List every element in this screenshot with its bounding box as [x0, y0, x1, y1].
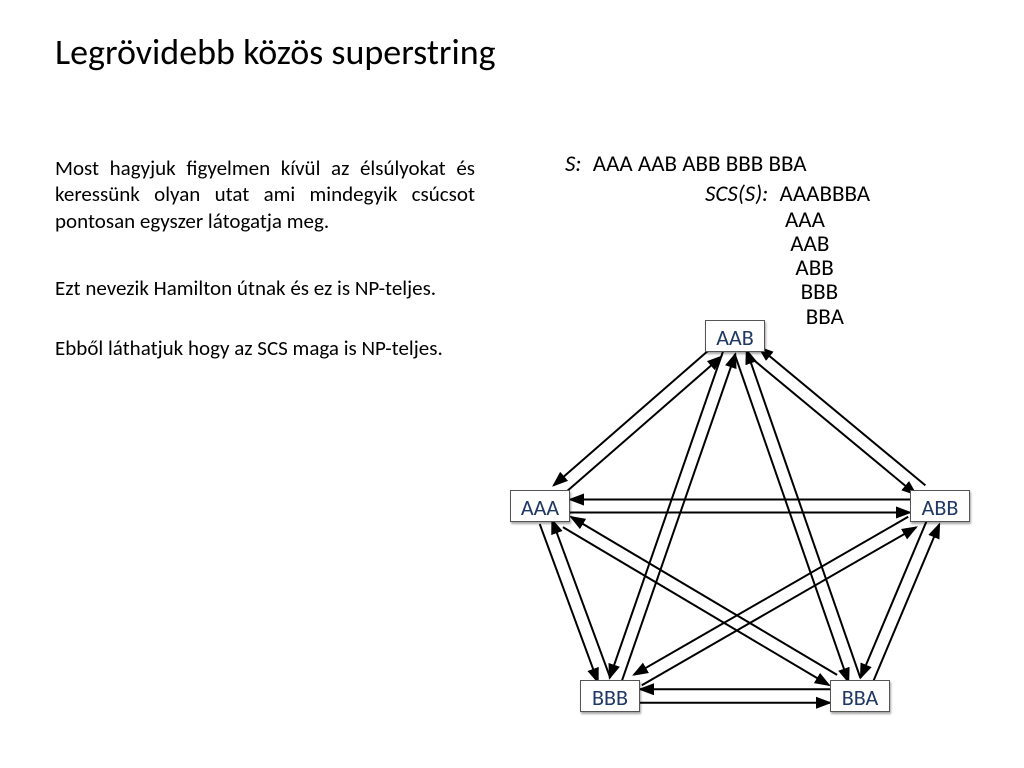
edge-AAA-BBB	[540, 524, 598, 682]
set-s-label: S:	[565, 150, 582, 178]
paragraph-1: Most hagyjuk figyelmen kívül az élsúlyok…	[55, 155, 475, 234]
node-AAA: AAA	[510, 490, 570, 522]
edge-AAB-BBB	[610, 350, 724, 678]
node-BBB: BBB	[580, 680, 640, 712]
set-s-line: S: AAA AAB ABB BBB BBA	[565, 150, 807, 178]
edge-AAB-BBA	[735, 354, 849, 682]
edge-BBB-ABB	[642, 527, 916, 685]
scs-value: AAABBBA	[780, 180, 871, 208]
edge-AAA-BBA	[563, 527, 829, 685]
edge-AAB-AAA	[554, 347, 712, 485]
page-title: Legrövidebb közös superstring	[55, 30, 496, 74]
edge-AAB-ABB	[750, 357, 916, 495]
edge-ABB-BBA	[861, 520, 928, 678]
edge-BBB-AAA	[552, 520, 610, 678]
paragraph-2: Ezt nevezik Hamilton útnak és ez is NP-t…	[55, 275, 475, 301]
paragraph-3: Ebből láthatjuk hogy az SCS maga is NP-t…	[55, 335, 475, 361]
edge-BBA-ABB	[873, 524, 940, 682]
scs-line: SCS(S): AAABBBA	[705, 180, 870, 208]
set-s-items: AAA AAB ABB BBB BBA	[593, 150, 807, 178]
node-AAB: AAB	[705, 320, 765, 352]
node-BBA: BBA	[830, 680, 890, 712]
edge-BBB-AAB	[622, 354, 736, 682]
node-ABB: ABB	[910, 490, 970, 522]
edge-BBA-AAB	[747, 350, 861, 678]
edge-ABB-AAB	[759, 347, 925, 485]
scs-label: SCS(S):	[705, 180, 768, 208]
overlap-graph: AAB AAA ABB BBB BBA	[480, 290, 1000, 750]
